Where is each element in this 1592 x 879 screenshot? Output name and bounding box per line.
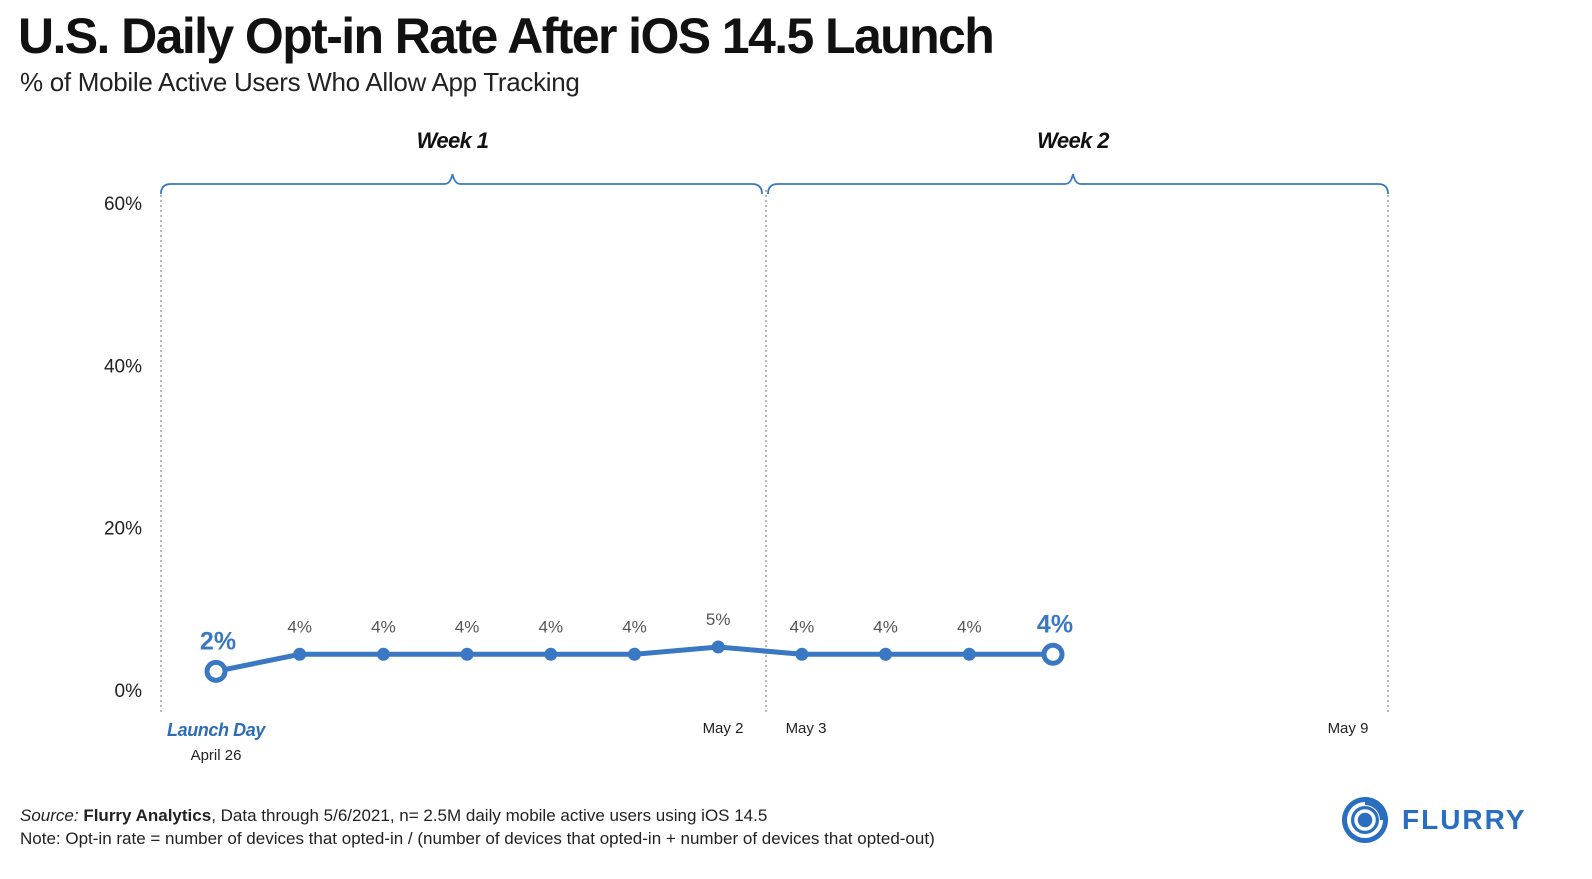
x-tick-label: May 9 bbox=[1328, 720, 1369, 737]
data-label-highlight: 2% bbox=[200, 627, 236, 655]
line-chart: 0% 20% 40% 60% Week 1 Week 2 Launch Day April 2… bbox=[104, 128, 1389, 764]
data-point bbox=[962, 647, 976, 661]
x-tick-label: May 2 bbox=[703, 720, 744, 737]
y-tick-label: 20% bbox=[104, 519, 142, 540]
data-point bbox=[795, 647, 809, 661]
x-tick-sublabel: April 26 bbox=[191, 747, 242, 764]
note-line: Note: Opt-in rate = number of devices th… bbox=[20, 829, 935, 848]
flurry-logo-text: FLURRY bbox=[1402, 804, 1527, 835]
data-point bbox=[376, 647, 390, 661]
flurry-logo-icon bbox=[1342, 797, 1388, 843]
x-tick-label-highlight: Launch Day bbox=[167, 720, 266, 740]
data-label: 4% bbox=[455, 617, 480, 636]
source-details: , Data through 5/6/2021, n= 2.5M daily m… bbox=[211, 806, 768, 825]
data-label: 4% bbox=[873, 617, 898, 636]
source-line: Source: Flurry Analytics, Data through 5… bbox=[20, 804, 935, 827]
data-point bbox=[711, 640, 725, 654]
chart-subtitle: % of Mobile Active Users Who Allow App T… bbox=[20, 67, 580, 97]
data-point bbox=[879, 647, 893, 661]
data-point bbox=[628, 647, 641, 661]
y-tick-label: 60% bbox=[104, 194, 142, 215]
week-label: Week 1 bbox=[417, 128, 489, 153]
week-brace bbox=[767, 173, 1389, 195]
data-label: 5% bbox=[706, 610, 731, 629]
week-label: Week 2 bbox=[1037, 128, 1110, 153]
y-tick-label: 0% bbox=[115, 681, 143, 702]
y-tick-label: 40% bbox=[104, 356, 142, 377]
chart-footer: Source: Flurry Analytics, Data through 5… bbox=[20, 804, 935, 850]
data-label: 4% bbox=[287, 617, 312, 636]
source-label: Source: bbox=[20, 806, 79, 825]
data-point bbox=[460, 647, 474, 661]
data-label: 4% bbox=[371, 617, 396, 636]
flurry-logo: FLURRY bbox=[1340, 795, 1527, 845]
data-label: 4% bbox=[622, 617, 647, 636]
chart-title: U.S. Daily Opt-in Rate After iOS 14.5 La… bbox=[18, 8, 995, 64]
data-label: 4% bbox=[957, 617, 982, 636]
data-point-highlight bbox=[1041, 642, 1065, 666]
data-point bbox=[293, 647, 307, 661]
data-point bbox=[544, 647, 558, 661]
x-tick-label: May 3 bbox=[786, 720, 827, 737]
data-label-highlight: 4% bbox=[1037, 610, 1073, 638]
data-label: 4% bbox=[790, 617, 815, 636]
week-brace bbox=[160, 173, 763, 195]
source-name: Flurry Analytics bbox=[83, 806, 212, 825]
data-label: 4% bbox=[539, 617, 564, 636]
data-point-highlight bbox=[204, 659, 228, 683]
